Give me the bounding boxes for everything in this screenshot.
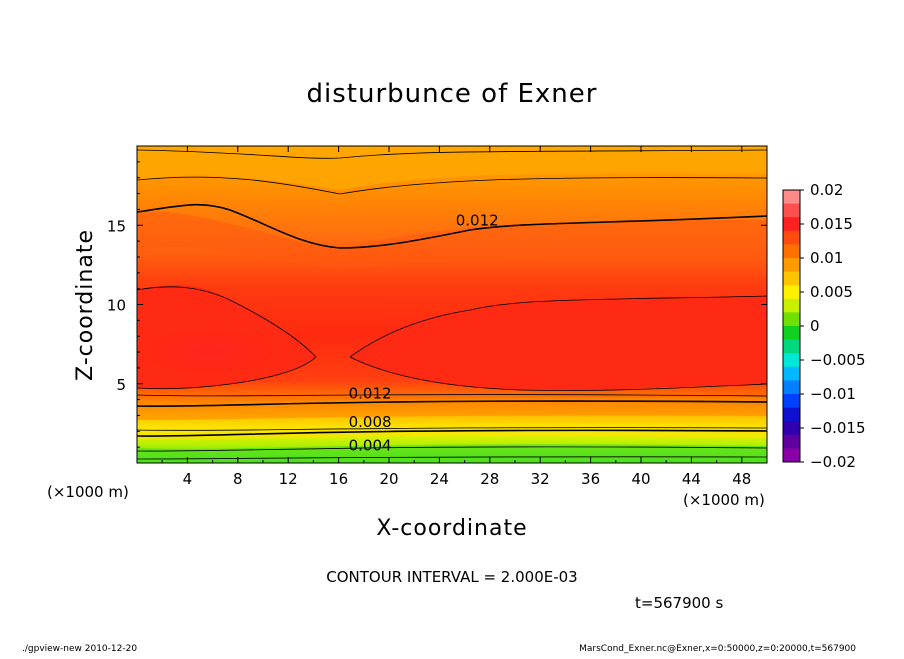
y-axis-ticks: 5 10 15 xyxy=(107,161,767,448)
colorbar-segment xyxy=(783,366,800,381)
x-tick-label: 20 xyxy=(379,470,398,488)
colorbar xyxy=(782,189,801,463)
colorbar-tick-label: 0 xyxy=(810,317,820,335)
x-tick-label: 12 xyxy=(279,470,298,488)
x-unit-label-right: (×1000 m) xyxy=(683,491,765,509)
chart-title: disturbunce of Exner xyxy=(307,79,598,109)
time-text: t=567900 s xyxy=(635,594,723,612)
colorbar-segment xyxy=(783,217,800,232)
x-axis-title: X-coordinate xyxy=(376,516,527,541)
y-axis-title: Z-coordinate xyxy=(73,229,98,381)
colorbar-tick-label: −0.005 xyxy=(810,351,866,369)
colorbar-tick-label: 0.01 xyxy=(810,249,843,267)
colorbar-segment xyxy=(783,298,800,313)
colorbar-segment xyxy=(783,271,800,286)
x-tick-label: 36 xyxy=(581,470,600,488)
x-tick-label: 8 xyxy=(233,470,243,488)
contour-lines-bold xyxy=(137,203,767,437)
x-tick-label: 32 xyxy=(531,470,550,488)
field-core-max xyxy=(140,328,280,376)
contour-label: 0.012 xyxy=(456,211,499,229)
contour-lines-thin xyxy=(137,149,767,460)
x-tick-label: 16 xyxy=(329,470,348,488)
contour-label: 0.008 xyxy=(349,413,392,431)
colorbar-segment xyxy=(783,407,800,422)
x-tick-label: 24 xyxy=(430,470,449,488)
colorbar-segment xyxy=(783,380,800,395)
contour-labels: 0.012 0.012 0.008 0.004 xyxy=(349,211,499,454)
colorbar-segment xyxy=(783,190,800,204)
colorbar-segment xyxy=(783,421,800,436)
x-tick-label: 44 xyxy=(682,470,701,488)
colorbar-tick-label: −0.015 xyxy=(810,419,866,437)
x-unit-label-left: (×1000 m) xyxy=(47,483,129,501)
colorbar-ticks: 0.02 0.015 0.01 0.005 0 −0.005 −0.01 −0.015 −0.0… xyxy=(800,181,866,471)
x-axis-ticks: 4 8 12 16 20 24 28 32 36 40 44 48 xyxy=(161,146,751,488)
colorbar-segment xyxy=(783,312,800,327)
x-tick-label: 48 xyxy=(732,470,751,488)
x-tick-label: 28 xyxy=(480,470,499,488)
colorbar-segment xyxy=(783,203,800,218)
y-tick-label: 5 xyxy=(116,376,126,394)
contour-label: 0.012 xyxy=(349,384,392,402)
colorbar-segment xyxy=(783,353,800,368)
footer-left: ./gpview-new 2010-12-20 xyxy=(22,644,137,654)
field-band-upper2 xyxy=(137,211,767,270)
field-core-right xyxy=(350,296,767,391)
colorbar-tick-label: 0.02 xyxy=(810,181,843,199)
colorbar-tick-label: 0.015 xyxy=(810,215,853,233)
y-tick-label: 10 xyxy=(107,297,126,315)
colorbar-segment xyxy=(783,394,800,408)
colorbar-segment xyxy=(783,230,800,245)
colorbar-segment xyxy=(783,326,800,340)
heatmap-field xyxy=(137,146,767,463)
footer-right: MarsCond_Exner.nc@Exner,x=0:50000,z=0:20… xyxy=(579,644,856,654)
x-tick-label: 4 xyxy=(183,470,193,488)
colorbar-segment xyxy=(783,244,800,259)
x-tick-label: 40 xyxy=(631,470,650,488)
colorbar-tick-label: −0.02 xyxy=(810,453,856,471)
colorbar-segment xyxy=(783,285,800,300)
colorbar-tick-label: 0.005 xyxy=(810,283,853,301)
colorbar-segment xyxy=(783,339,800,354)
y-tick-label: 15 xyxy=(107,217,126,235)
colorbar-tick-label: −0.01 xyxy=(810,385,856,403)
colorbar-segment xyxy=(783,448,800,463)
colorbar-segment xyxy=(783,258,800,272)
contour-interval-text: CONTOUR INTERVAL = 2.000E-03 xyxy=(326,568,577,586)
contour-label: 0.004 xyxy=(349,437,392,455)
colorbar-segment xyxy=(783,434,800,449)
